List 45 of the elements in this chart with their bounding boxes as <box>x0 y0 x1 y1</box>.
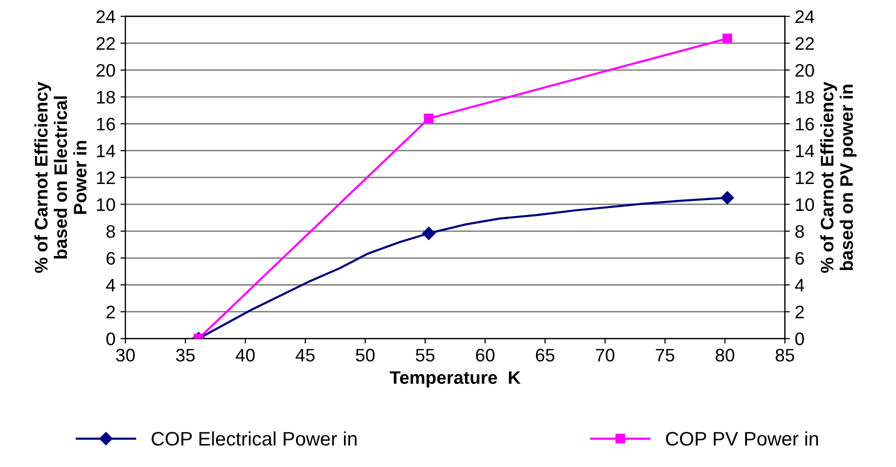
y2-tick-label: 10 <box>796 198 814 212</box>
y2-tick-label: 18 <box>796 90 814 104</box>
y-tick-label: 20 <box>96 64 116 77</box>
y2-tick-label: 20 <box>796 64 814 77</box>
y-tick-label: 8 <box>106 225 115 238</box>
y2-tick-label: 16 <box>796 118 814 130</box>
x-tick-label: 60 <box>476 348 494 362</box>
legend-label: COP PV Power in <box>666 431 818 446</box>
x-tick-label: 70 <box>596 348 614 362</box>
x-tick-label: 45 <box>296 348 315 362</box>
y-tick-label: 0 <box>106 332 116 346</box>
y2-tick-label: 14 <box>796 144 814 158</box>
y-tick-label: 2 <box>106 306 115 318</box>
x-tick-label: 85 <box>776 348 794 362</box>
y2-axis-title: % of Carnot Efficiency based on PV power in <box>820 82 857 273</box>
y2-tick-label: 2 <box>796 306 804 318</box>
y-tick-label: 22 <box>96 37 115 50</box>
y2-tick-label: 0 <box>795 332 804 346</box>
y2-tick-label: 4 <box>795 278 804 292</box>
y-tick-label: 16 <box>97 118 115 130</box>
y-axis-title: % of Carnot Efficiency based on Electrical Power in <box>34 82 87 273</box>
y-tick-label: 14 <box>97 144 116 158</box>
y-tick-label: 4 <box>106 278 116 292</box>
x-tick-label: 40 <box>236 348 255 362</box>
x-tick-label: 75 <box>656 348 674 362</box>
y-tick-label: 12 <box>97 171 115 184</box>
x-tick-label: 30 <box>116 348 135 362</box>
x-tick-label: 55 <box>416 348 434 362</box>
y2-tick-label: 12 <box>796 171 814 184</box>
x-tick-label: 80 <box>716 348 734 362</box>
y-tick-label: 18 <box>97 90 115 104</box>
point <box>722 34 732 44</box>
x-axis-title: Temperature K <box>390 371 521 388</box>
y2-tick-label: 22 <box>796 37 814 50</box>
x-tick-label: 50 <box>356 348 375 362</box>
y2-tick-label: 8 <box>795 225 804 238</box>
y2-tick-label: 6 <box>796 252 804 265</box>
y-tick-label: 6 <box>106 252 115 265</box>
y2-tick-label: 24 <box>796 10 814 23</box>
y-tick-label: 10 <box>97 198 116 212</box>
point <box>424 114 434 124</box>
x-tick-label: 35 <box>176 348 195 362</box>
x-tick-label: 65 <box>536 348 554 362</box>
legend-label: COP Electrical Power in <box>152 431 357 446</box>
y-tick-label: 24 <box>96 10 116 23</box>
